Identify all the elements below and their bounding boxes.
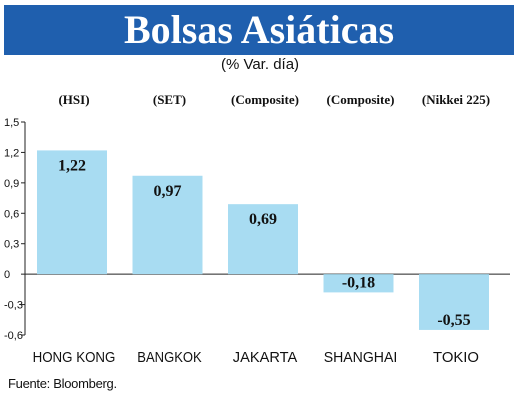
chart-subtitle: (% Var. día) <box>220 56 300 73</box>
value-label: -0,55 <box>437 312 470 329</box>
bar <box>228 204 298 275</box>
bar <box>37 150 107 275</box>
value-label: 0,97 <box>154 183 182 200</box>
index-label: (HSI) <box>58 92 89 107</box>
value-label: -0,18 <box>342 274 375 291</box>
bar <box>419 274 489 330</box>
y-tick-label: 1,5 <box>4 117 19 129</box>
index-label: (Nikkei 225) <box>422 92 490 107</box>
category-label: JAKARTA <box>233 349 297 366</box>
y-tick-label: 0,3 <box>4 239 19 251</box>
category-label: TOKIO <box>433 349 479 366</box>
index-label: (Composite) <box>231 92 299 107</box>
y-tick-label: -0,3 <box>4 300 23 312</box>
y-tick-label: 0,6 <box>4 208 19 220</box>
bar <box>323 274 394 293</box>
source-note: Fuente: Bloomberg. <box>8 376 117 391</box>
y-tick-label: 0,9 <box>4 178 19 190</box>
y-tick-label: 1,2 <box>4 147 19 159</box>
category-label: SHANGHAI <box>324 349 398 366</box>
category-label: BANGKOK <box>137 349 201 366</box>
bar <box>132 175 203 275</box>
y-tick-label: 0 <box>4 269 10 281</box>
value-label: 0,69 <box>249 211 277 228</box>
y-tick-label: -0,6 <box>4 330 23 342</box>
value-label: 1,22 <box>58 157 86 174</box>
index-label: (SET) <box>153 92 186 107</box>
index-label: (Composite) <box>327 92 395 107</box>
title-banner: Bolsas Asiáticas <box>4 5 514 55</box>
category-label: HONG KONG <box>33 349 116 366</box>
chart-title: Bolsas Asiáticas <box>123 7 395 52</box>
